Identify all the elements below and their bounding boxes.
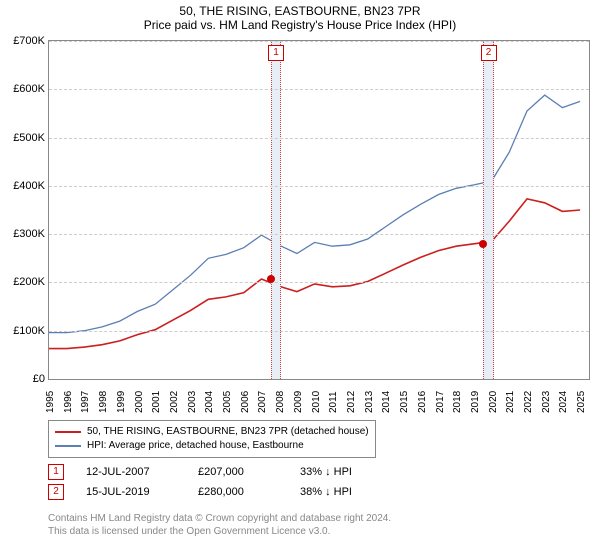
x-tick-label: 2000: [134, 391, 145, 413]
x-tick-label: 1995: [45, 391, 56, 413]
price-row-pct: 38% ↓ HPI: [300, 486, 352, 498]
x-tick-label: 2003: [187, 391, 198, 413]
x-tick-label: 1996: [63, 391, 74, 413]
y-gridline: [49, 138, 589, 139]
y-tick-label: £400K: [13, 180, 45, 192]
sale-band-label: 2: [481, 45, 497, 61]
x-tick-label: 2008: [275, 391, 286, 413]
x-tick-label: 2024: [558, 391, 569, 413]
legend-label: 50, THE RISING, EASTBOURNE, BN23 7PR (de…: [87, 425, 369, 439]
x-tick-label: 2012: [346, 391, 357, 413]
sale-band: 2: [483, 41, 493, 379]
legend-swatch: [55, 431, 81, 433]
price-row: 2 15-JUL-2019 £280,000 38% ↓ HPI: [48, 482, 352, 502]
price-table: 1 12-JUL-2007 £207,000 33% ↓ HPI 2 15-JUL-201…: [48, 462, 352, 502]
series-price: [49, 199, 580, 349]
legend-label: HPI: Average price, detached house, East…: [87, 439, 304, 453]
x-tick-label: 2020: [488, 391, 499, 413]
x-tick-label: 2007: [257, 391, 268, 413]
chart-legend: 50, THE RISING, EASTBOURNE, BN23 7PR (de…: [48, 420, 376, 458]
x-tick-label: 1997: [80, 391, 91, 413]
sale-band-label: 1: [268, 45, 284, 61]
x-tick-label: 2005: [222, 391, 233, 413]
x-tick-label: 2021: [505, 391, 516, 413]
sale-band: 1: [271, 41, 281, 379]
y-tick-label: £700K: [13, 35, 45, 47]
price-row-date: 15-JUL-2019: [86, 486, 176, 498]
price-row-price: £280,000: [198, 486, 278, 498]
credit-text: Contains HM Land Registry data © Crown c…: [48, 512, 391, 538]
x-tick-label: 2002: [169, 391, 180, 413]
y-tick-label: £0: [33, 373, 45, 385]
sale-marker: [267, 275, 275, 283]
x-tick-label: 1998: [98, 391, 109, 413]
x-tick-label: 2019: [470, 391, 481, 413]
x-tick-label: 2025: [576, 391, 587, 413]
x-tick-label: 2014: [381, 391, 392, 413]
page-title: 50, THE RISING, EASTBOURNE, BN23 7PR: [0, 0, 600, 18]
y-gridline: [49, 234, 589, 235]
sale-marker: [479, 240, 487, 248]
x-tick-label: 2009: [293, 391, 304, 413]
price-row-pct: 33% ↓ HPI: [300, 466, 352, 478]
y-gridline: [49, 282, 589, 283]
legend-item: HPI: Average price, detached house, East…: [55, 439, 369, 453]
y-gridline: [49, 186, 589, 187]
chart-lines: [49, 41, 589, 379]
x-tick-label: 1999: [116, 391, 127, 413]
x-tick-label: 2010: [311, 391, 322, 413]
chart-plot-area: 12£0£100K£200K£300K£400K£500K£600K£700K1…: [48, 40, 590, 380]
price-row-index: 2: [48, 484, 64, 500]
credit-line-2: This data is licensed under the Open Gov…: [48, 525, 391, 538]
y-gridline: [49, 89, 589, 90]
legend-item: 50, THE RISING, EASTBOURNE, BN23 7PR (de…: [55, 425, 369, 439]
price-row: 1 12-JUL-2007 £207,000 33% ↓ HPI: [48, 462, 352, 482]
legend-swatch: [55, 445, 81, 447]
y-tick-label: £300K: [13, 228, 45, 240]
x-tick-label: 2001: [151, 391, 162, 413]
credit-line-1: Contains HM Land Registry data © Crown c…: [48, 512, 391, 525]
x-tick-label: 2018: [452, 391, 463, 413]
y-tick-label: £500K: [13, 132, 45, 144]
price-row-date: 12-JUL-2007: [86, 466, 176, 478]
x-tick-label: 2023: [541, 391, 552, 413]
x-tick-label: 2022: [523, 391, 534, 413]
x-tick-label: 2004: [204, 391, 215, 413]
price-row-price: £207,000: [198, 466, 278, 478]
y-tick-label: £600K: [13, 83, 45, 95]
x-tick-label: 2011: [328, 391, 339, 413]
price-row-index: 1: [48, 464, 64, 480]
x-tick-label: 2013: [364, 391, 375, 413]
page-subtitle: Price paid vs. HM Land Registry's House …: [0, 18, 600, 34]
y-tick-label: £200K: [13, 276, 45, 288]
y-tick-label: £100K: [13, 325, 45, 337]
x-tick-label: 2016: [417, 391, 428, 413]
y-gridline: [49, 41, 589, 42]
x-tick-label: 2017: [435, 391, 446, 413]
series-hpi: [49, 95, 580, 333]
x-tick-label: 2006: [240, 391, 251, 413]
y-gridline: [49, 331, 589, 332]
x-tick-label: 2015: [399, 391, 410, 413]
